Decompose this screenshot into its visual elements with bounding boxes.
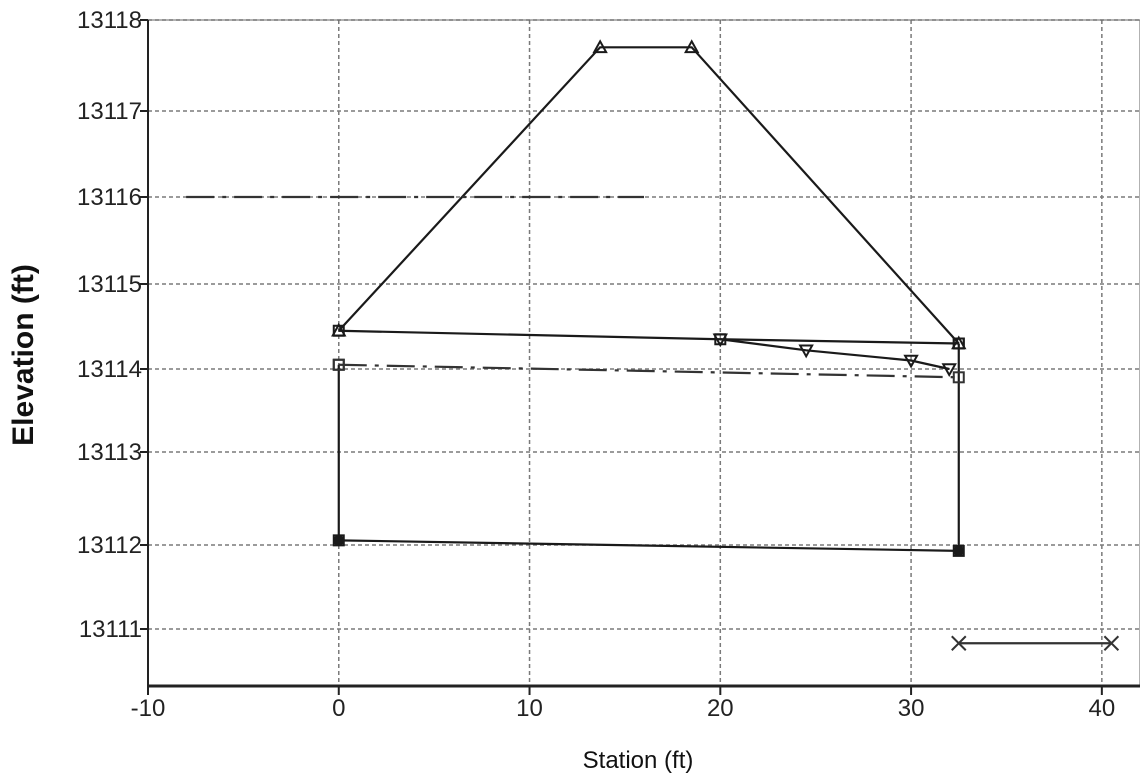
y-tick-label: 13115 <box>77 271 142 298</box>
series-path <box>338 329 959 345</box>
square-marker <box>952 544 965 557</box>
square-marker <box>952 337 965 350</box>
series-path <box>337 46 960 345</box>
series-path <box>338 363 959 379</box>
series-line-9 <box>951 635 1120 651</box>
y-tick-label: 13112 <box>77 532 142 559</box>
plot-area-frame <box>147 19 1140 687</box>
y-tick-label: 13116 <box>77 184 142 211</box>
series-line-7 <box>332 358 965 384</box>
y-tick-label: 13117 <box>77 98 142 125</box>
series-line-1 <box>331 39 967 350</box>
y-axis-title: Elevation (ft) <box>7 264 40 446</box>
triangle-down-marker <box>941 363 957 378</box>
square-marker <box>332 358 345 371</box>
triangle-down-marker <box>712 333 729 348</box>
y-tick-label: 13113 <box>77 439 142 466</box>
triangle-down-marker <box>903 354 919 369</box>
series-path <box>338 539 959 552</box>
y-tick-label: 13118 <box>77 7 142 34</box>
square-marker <box>332 324 345 337</box>
x-tick-label: 30 <box>898 695 925 722</box>
grid-lines <box>148 19 1140 686</box>
triangle-up-marker <box>683 39 700 54</box>
series-line-2 <box>332 324 965 350</box>
y-tick-label: 13114 <box>77 356 142 383</box>
series-line-4 <box>332 358 345 547</box>
x-marker <box>951 635 967 651</box>
series-group <box>186 39 1120 651</box>
x-tick-label: 20 <box>707 695 734 722</box>
y-tick-label: 13111 <box>79 616 142 643</box>
tick-group: -10 0 10 20 30 40 13111 13112 13113 13114 13115 131… <box>77 7 1115 722</box>
x-tick-label: 10 <box>516 695 543 722</box>
triangle-up-marker <box>592 39 608 54</box>
x-marker <box>1103 635 1120 651</box>
x-tick-label: 40 <box>1088 695 1115 722</box>
triangle-down-marker <box>798 344 814 359</box>
series-path <box>720 338 950 371</box>
circle-marker <box>333 534 345 546</box>
x-tick-label: -10 <box>131 695 166 722</box>
square-marker <box>952 371 965 384</box>
x-axis-title: Station (ft) <box>583 747 694 774</box>
series-line-3 <box>712 333 957 378</box>
series-line-6 <box>952 337 965 557</box>
x-tick-label: 0 <box>332 695 345 722</box>
